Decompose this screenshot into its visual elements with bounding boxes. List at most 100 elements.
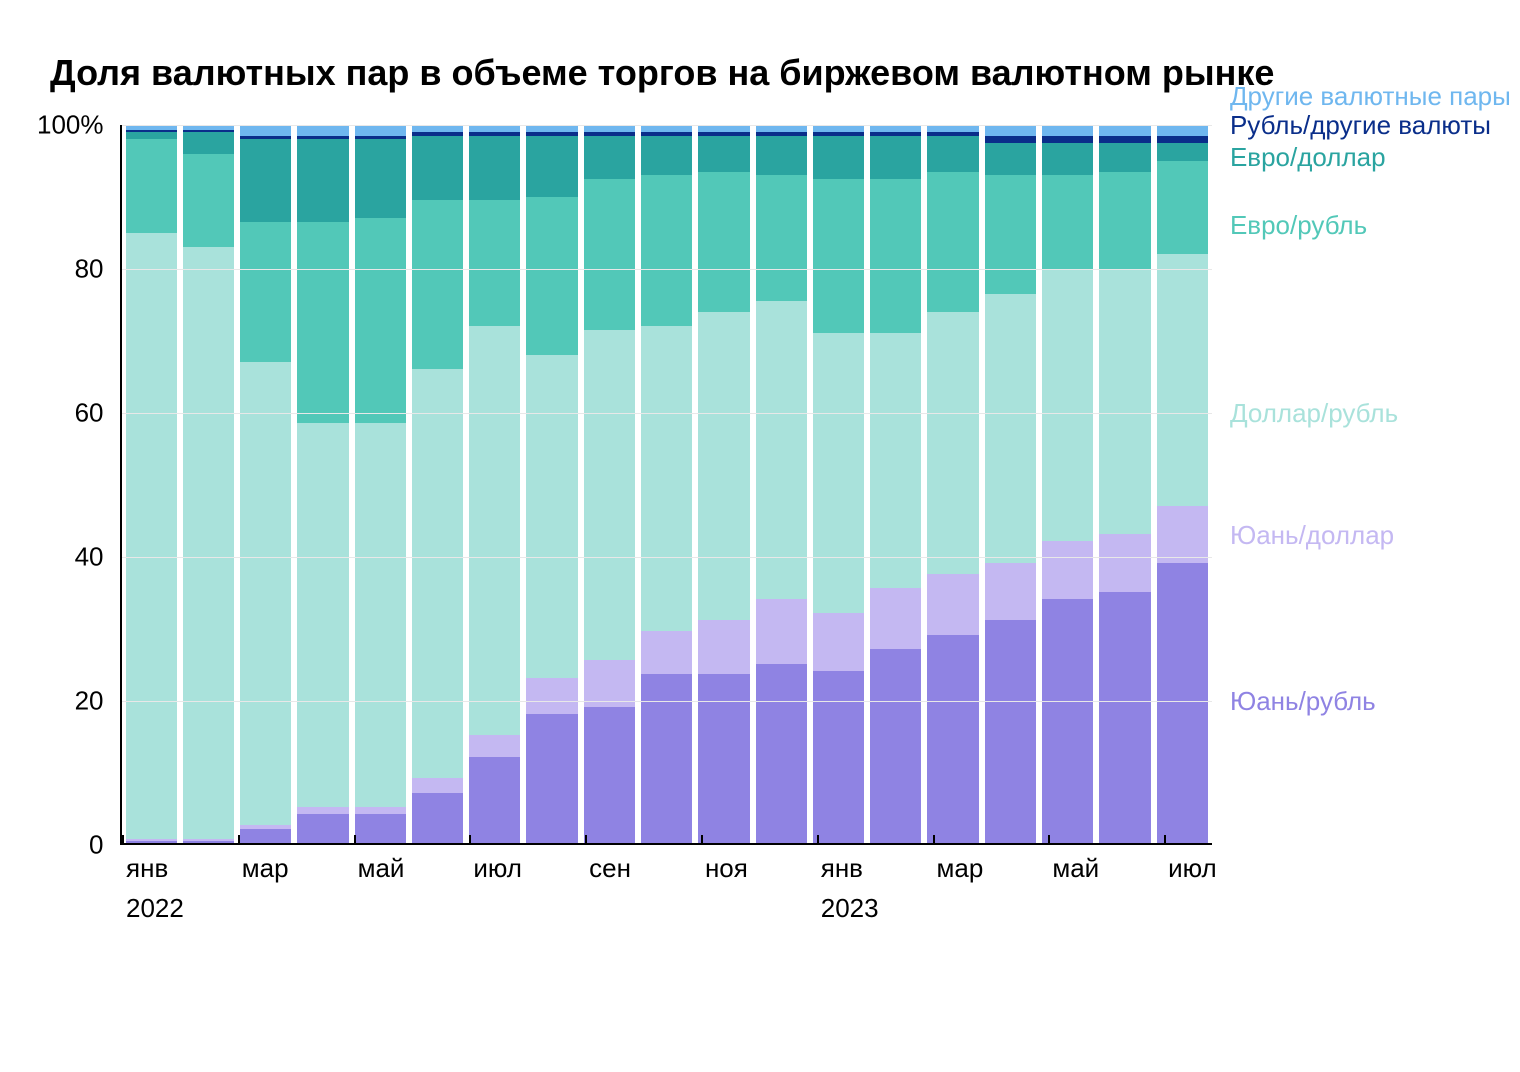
- bar-segment-cny_usd: [297, 807, 348, 814]
- bar-segment-cny_usd: [756, 599, 807, 664]
- x-tick: [469, 835, 471, 845]
- bar-segment-eur_usd: [985, 143, 1036, 175]
- x-tick-label: янв: [126, 853, 168, 884]
- bar: [584, 125, 635, 843]
- bar-segment-cny_rub: [469, 757, 520, 843]
- bar-segment-usd_rub: [870, 333, 921, 588]
- bar-segment-eur_rub: [813, 179, 864, 333]
- bar-segment-cny_usd: [927, 574, 978, 635]
- legend-item-other: Другие валютные пары: [1230, 82, 1511, 112]
- gridline: [122, 269, 1212, 270]
- bar-segment-cny_usd: [469, 735, 520, 757]
- bar-segment-eur_usd: [927, 136, 978, 172]
- bar: [126, 125, 177, 843]
- bar-segment-cny_rub: [870, 649, 921, 843]
- x-tick: [238, 835, 240, 845]
- x-tick: [701, 835, 703, 845]
- bar-segment-cny_usd: [641, 631, 692, 674]
- gridline: [122, 413, 1212, 414]
- y-tick-label: 0: [89, 830, 103, 861]
- bar-segment-other: [698, 125, 749, 132]
- x-tick-label: сен: [589, 853, 631, 884]
- gridline: [122, 557, 1212, 558]
- bar-segment-eur_usd: [469, 136, 520, 201]
- bar-segment-eur_usd: [240, 139, 291, 222]
- bar-segment-eur_usd: [355, 139, 406, 218]
- bar-segment-cny_usd: [813, 613, 864, 670]
- bar-segment-eur_rub: [297, 222, 348, 423]
- bar-segment-cny_rub: [1099, 592, 1150, 843]
- bar-segment-eur_usd: [297, 139, 348, 222]
- bar-segment-eur_rub: [1042, 175, 1093, 268]
- x-axis: янв2022мармайиюлсеннояянв2023мармайиюл: [120, 845, 1220, 955]
- x-tick: [354, 835, 356, 845]
- bar-segment-cny_usd: [870, 588, 921, 649]
- bar-segment-rub_other: [985, 136, 1036, 143]
- legend: Юань/рубльЮань/долларДоллар/рубльЕвро/ру…: [1212, 125, 1510, 845]
- bars: [122, 125, 1212, 843]
- bar-segment-other: [641, 125, 692, 132]
- bar: [183, 125, 234, 843]
- y-tick-label: 20: [75, 686, 104, 717]
- bar-segment-cny_rub: [183, 841, 234, 843]
- bar-segment-usd_rub: [469, 326, 520, 735]
- plot-wrap: 020406080100% Юань/рубльЮань/долларДолла…: [10, 125, 1510, 845]
- x-tick: [933, 835, 935, 845]
- legend-item-cny_rub: Юань/рубль: [1230, 687, 1376, 717]
- bar-segment-usd_rub: [297, 423, 348, 807]
- bar-segment-cny_rub: [927, 635, 978, 843]
- bar: [469, 125, 520, 843]
- bar-segment-usd_rub: [927, 312, 978, 574]
- bar-segment-cny_rub: [526, 714, 577, 843]
- bar-segment-eur_rub: [183, 154, 234, 247]
- bar-segment-cny_rub: [1157, 563, 1208, 843]
- bar-segment-eur_rub: [126, 139, 177, 232]
- bar-segment-cny_usd: [985, 563, 1036, 620]
- bar-segment-eur_rub: [641, 175, 692, 326]
- bar-segment-other: [526, 125, 577, 132]
- bar-segment-usd_rub: [756, 301, 807, 599]
- bar-segment-cny_usd: [412, 778, 463, 792]
- bar-segment-eur_rub: [756, 175, 807, 301]
- bar-segment-other: [985, 125, 1036, 136]
- bar-segment-rub_other: [1042, 136, 1093, 143]
- bar-segment-eur_usd: [1157, 143, 1208, 161]
- bar-segment-other: [1099, 125, 1150, 136]
- x-tick: [1164, 835, 1166, 845]
- x-tick-label: ноя: [705, 853, 748, 884]
- y-tick-label: 60: [75, 398, 104, 429]
- bar-segment-eur_usd: [183, 132, 234, 154]
- bar-segment-eur_rub: [1099, 172, 1150, 269]
- y-tick-label: 100%: [37, 110, 104, 141]
- bar-segment-usd_rub: [698, 312, 749, 621]
- bar-segment-eur_rub: [584, 179, 635, 330]
- bar-segment-eur_rub: [355, 218, 406, 423]
- x-tick-label: май: [358, 853, 405, 884]
- bar: [641, 125, 692, 843]
- bar-segment-other: [297, 125, 348, 136]
- bar-segment-eur_rub: [1157, 161, 1208, 254]
- bar-segment-usd_rub: [240, 362, 291, 825]
- chart-card: Доля валютных пар в объеме торгов на бир…: [10, 10, 1510, 1015]
- bar-segment-cny_rub: [126, 841, 177, 843]
- gridline: [122, 125, 1212, 126]
- bar-segment-usd_rub: [355, 423, 406, 807]
- bar-segment-usd_rub: [1099, 269, 1150, 535]
- gridline: [122, 701, 1212, 702]
- plot-area: [120, 125, 1212, 845]
- bar: [240, 125, 291, 843]
- bar-segment-usd_rub: [526, 355, 577, 678]
- bar: [355, 125, 406, 843]
- bar-segment-usd_rub: [412, 369, 463, 778]
- bar-segment-cny_usd: [1042, 541, 1093, 598]
- bar: [1099, 125, 1150, 843]
- bar: [756, 125, 807, 843]
- x-tick: [1048, 835, 1050, 845]
- bar-segment-eur_usd: [698, 136, 749, 172]
- x-tick-label: мар: [937, 853, 984, 884]
- bar-segment-eur_usd: [870, 136, 921, 179]
- bar-segment-other: [584, 125, 635, 132]
- bar-segment-cny_rub: [813, 671, 864, 843]
- bar-segment-eur_usd: [526, 136, 577, 197]
- bar-segment-eur_usd: [126, 132, 177, 139]
